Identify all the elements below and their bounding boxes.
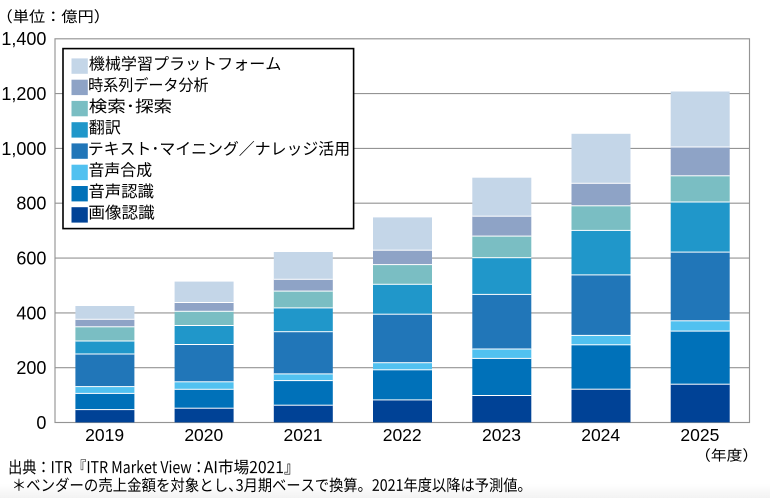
- svg-text:1,400: 1,400: [1, 29, 46, 49]
- svg-text:2019: 2019: [85, 425, 124, 445]
- svg-text:2021: 2021: [284, 425, 323, 445]
- svg-text:400: 400: [16, 303, 46, 323]
- svg-text:1,200: 1,200: [1, 84, 46, 104]
- svg-text:0: 0: [36, 413, 46, 433]
- svg-text:200: 200: [16, 358, 46, 378]
- svg-text:2022: 2022: [383, 425, 422, 445]
- svg-text:2023: 2023: [482, 425, 521, 445]
- svg-text:2024: 2024: [581, 425, 620, 445]
- svg-text:2020: 2020: [184, 425, 223, 445]
- svg-text:1,000: 1,000: [1, 139, 46, 159]
- svg-text:800: 800: [16, 194, 46, 214]
- svg-text:600: 600: [16, 249, 46, 269]
- svg-text:2025: 2025: [680, 425, 719, 445]
